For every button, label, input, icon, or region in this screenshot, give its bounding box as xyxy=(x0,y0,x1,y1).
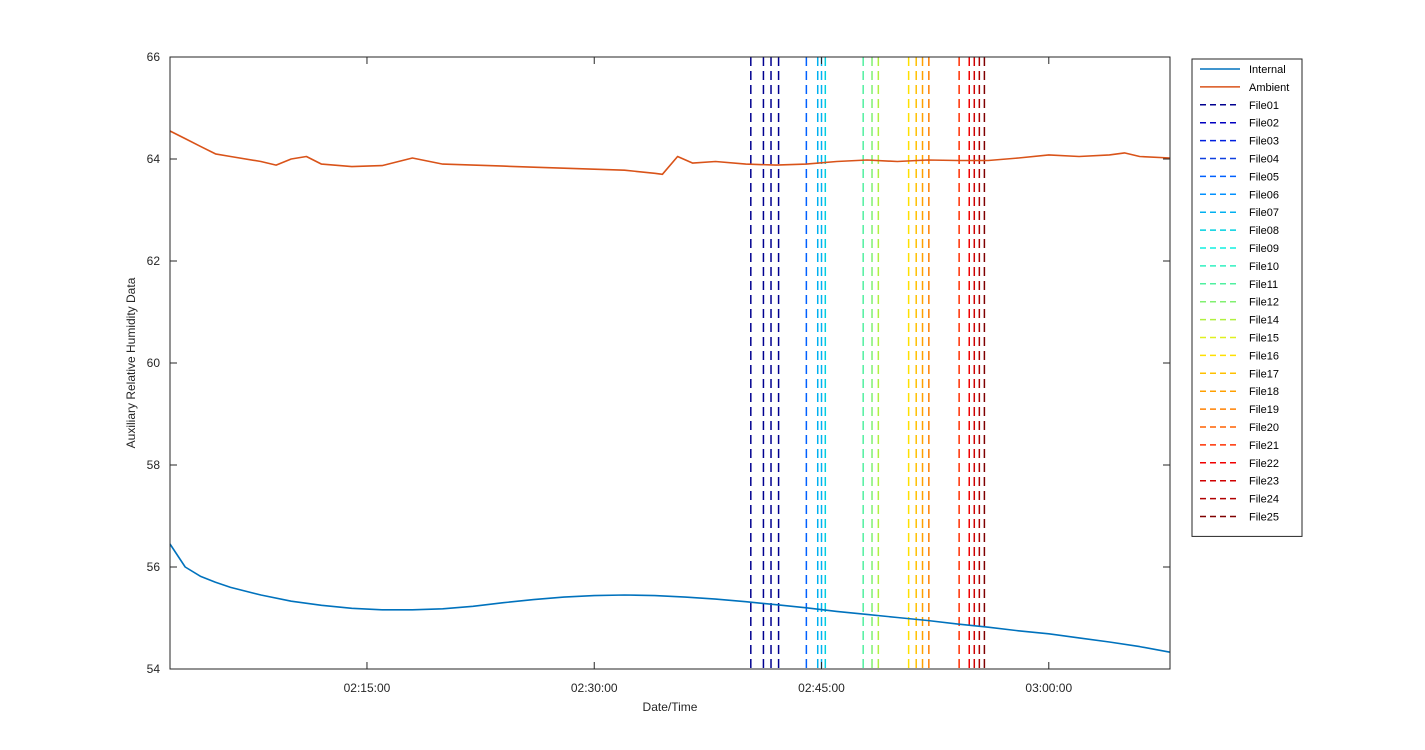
legend-label: File05 xyxy=(1249,171,1279,183)
y-tick-label: 64 xyxy=(147,152,161,166)
legend-label: File02 xyxy=(1249,118,1279,130)
legend-label: File10 xyxy=(1249,261,1279,273)
series-line-ambient xyxy=(169,130,1171,176)
legend-label: File22 xyxy=(1249,458,1279,470)
x-tick-label: 02:45:00 xyxy=(798,681,845,695)
legend-label: File03 xyxy=(1249,136,1279,148)
series-lines xyxy=(169,130,1171,653)
y-tick-label: 60 xyxy=(147,356,161,370)
legend-label: File24 xyxy=(1249,494,1279,506)
legend-label: File08 xyxy=(1249,225,1279,237)
legend-label: File09 xyxy=(1249,243,1279,255)
legend-label: File07 xyxy=(1249,207,1279,219)
legend-label: File11 xyxy=(1249,279,1278,291)
series-line-internal xyxy=(169,543,1171,653)
y-axis-label: Auxiliary Relative Humidity Data xyxy=(124,277,138,448)
legend-label: File16 xyxy=(1249,350,1279,362)
x-axis-label: Date/Time xyxy=(643,700,698,714)
legend-label: File21 xyxy=(1249,440,1279,452)
x-axis: 02:15:00 02:30:00 02:45:00 03:00:00 xyxy=(344,57,1072,695)
legend-label: Internal xyxy=(1249,64,1286,76)
legend-label: Ambient xyxy=(1249,82,1289,94)
y-tick-label: 62 xyxy=(147,254,161,268)
plot-area xyxy=(170,57,1170,669)
x-tick-label: 02:15:00 xyxy=(344,681,391,695)
file-markers xyxy=(750,57,986,669)
y-axis: 54 56 58 60 62 64 66 xyxy=(147,50,1170,676)
legend-label: File17 xyxy=(1249,368,1279,380)
legend: Internal Ambient File01 File02 File03 File04 F… xyxy=(1191,58,1303,537)
y-tick-label: 66 xyxy=(147,50,161,64)
legend-label: File25 xyxy=(1249,512,1279,524)
legend-label: File01 xyxy=(1249,100,1279,112)
legend-label: File14 xyxy=(1249,315,1279,327)
x-tick-label: 02:30:00 xyxy=(571,681,618,695)
legend-label: File06 xyxy=(1249,189,1279,201)
legend-label: File19 xyxy=(1249,404,1279,416)
legend-box xyxy=(1191,58,1303,537)
y-tick-label: 56 xyxy=(147,560,161,574)
legend-label: File04 xyxy=(1249,154,1279,166)
legend-label: File12 xyxy=(1249,297,1279,309)
legend-label: File18 xyxy=(1249,386,1279,398)
x-tick-label: 03:00:00 xyxy=(1025,681,1072,695)
y-tick-label: 58 xyxy=(147,458,161,472)
legend-label: File15 xyxy=(1249,333,1279,345)
legend-label: File20 xyxy=(1249,422,1279,434)
legend-label: File23 xyxy=(1249,476,1279,488)
y-tick-label: 54 xyxy=(147,662,161,676)
